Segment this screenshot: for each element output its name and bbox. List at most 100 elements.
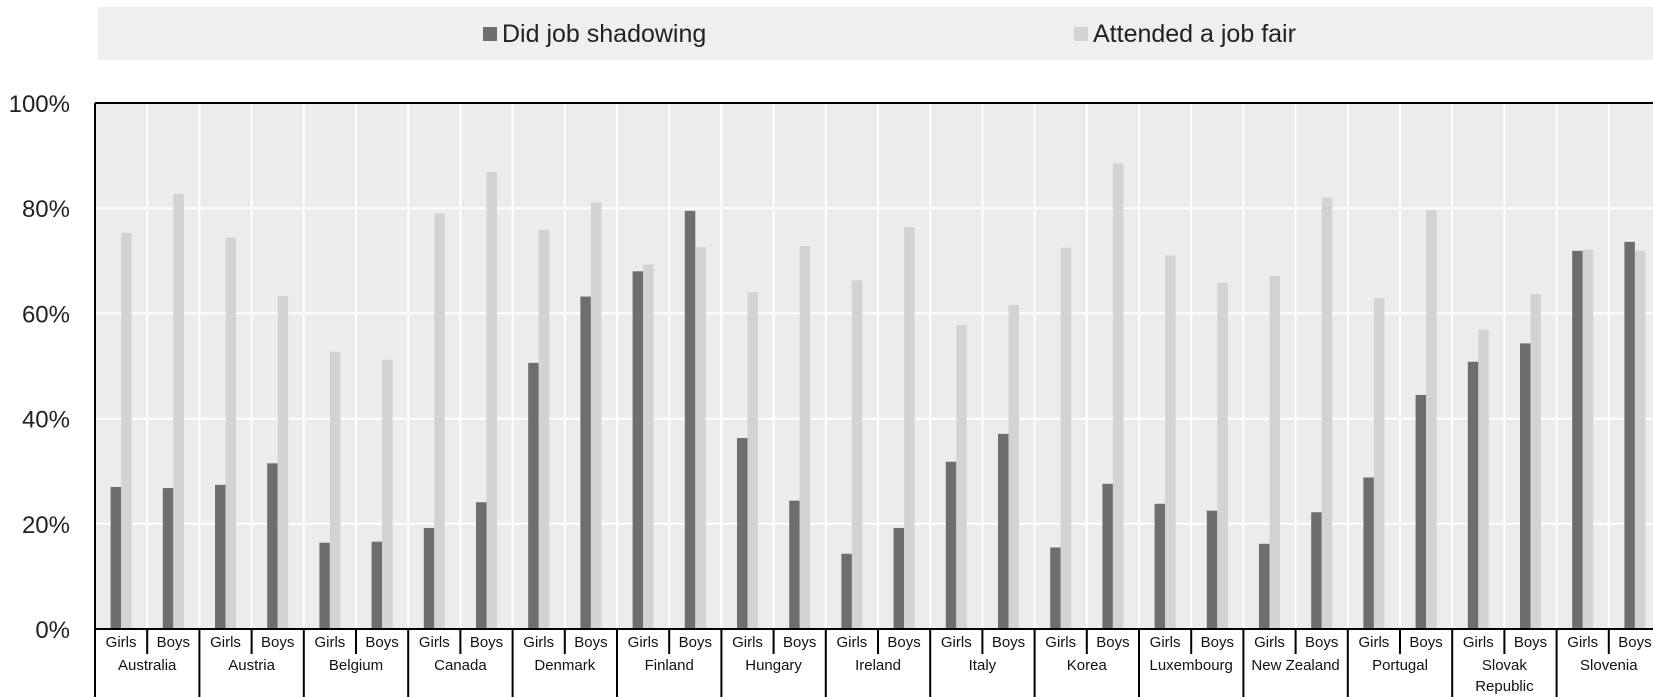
country-label: Portugal <box>1372 657 1428 674</box>
country-label: Republic <box>1475 678 1534 695</box>
country-label: Korea <box>1067 657 1108 674</box>
bar-fair-italy-boys <box>1008 304 1019 629</box>
bar-shadowing-belgium-boys <box>371 541 383 629</box>
gender-label: Boys <box>992 634 1025 651</box>
gender-label: Girls <box>419 634 450 651</box>
bar-shadowing-ireland-girls <box>841 553 852 629</box>
gender-label: Boys <box>470 634 503 651</box>
y-tick-label: 40% <box>22 407 70 434</box>
gender-label: Boys <box>679 634 712 651</box>
gender-label: Boys <box>1409 634 1442 651</box>
bar-shadowing-luxembourg-boys <box>1206 510 1218 629</box>
country-label: Italy <box>969 657 997 674</box>
gender-label: Boys <box>1201 634 1234 651</box>
bar-fair-denmark-boys <box>590 202 602 629</box>
gender-label: Girls <box>1358 634 1389 651</box>
bar-shadowing-portugal-boys <box>1415 394 1427 629</box>
y-tick-label: 100% <box>9 91 70 118</box>
bar-shadowing-new-zealand-girls <box>1259 543 1270 629</box>
bar-shadowing-slovak-republic-girls <box>1467 361 1479 629</box>
gender-label: Girls <box>1567 634 1598 651</box>
gender-label: Girls <box>941 634 972 651</box>
gender-label: Girls <box>628 634 659 651</box>
bar-fair-australia-girls <box>121 232 132 629</box>
legend-label-shadowing: Did job shadowing <box>502 19 707 48</box>
gender-label: Girls <box>106 634 137 651</box>
bar-fair-korea-girls <box>1060 247 1072 629</box>
bar-fair-australia-boys <box>173 193 184 630</box>
gender-label: Girls <box>1463 634 1494 651</box>
gender-label: Girls <box>1254 634 1285 651</box>
y-tick-label: 60% <box>22 301 70 328</box>
country-label: Luxembourg <box>1150 657 1233 674</box>
country-label: Canada <box>434 657 487 674</box>
y-tick-label: 0% <box>35 617 70 644</box>
bar-shadowing-finland-girls <box>632 271 644 629</box>
bar-fair-belgium-girls <box>329 351 341 629</box>
bar-fair-ireland-girls <box>851 280 863 629</box>
gender-label: Boys <box>783 634 816 651</box>
bar-shadowing-hungary-boys <box>789 500 800 629</box>
bar-fair-canada-girls <box>434 213 445 629</box>
country-label: Slovenia <box>1580 657 1638 674</box>
bar-fair-new-zealand-girls <box>1269 276 1280 629</box>
legend: Did job shadowing Attended a job fair <box>98 7 1653 60</box>
bar-fair-new-zealand-boys <box>1321 197 1333 629</box>
gender-label: Boys <box>157 634 190 651</box>
bar-fair-finland-girls <box>643 264 654 629</box>
bar-shadowing-korea-girls <box>1050 547 1061 629</box>
bar-shadowing-hungary-girls <box>737 438 748 629</box>
legend-label-fair: Attended a job fair <box>1093 19 1296 48</box>
bar-fair-slovenia-girls <box>1582 249 1594 629</box>
gender-label: Girls <box>210 634 241 651</box>
country-label: Finland <box>645 657 694 674</box>
bar-shadowing-austria-boys <box>267 463 278 629</box>
legend-item-fair: Attended a job fair <box>1074 20 1296 48</box>
country-label: Australia <box>118 657 177 674</box>
gender-label: Girls <box>1045 634 1076 651</box>
bar-fair-hungary-girls <box>747 292 758 629</box>
bar-fair-canada-boys <box>486 171 497 629</box>
legend-item-shadowing: Did job shadowing <box>483 20 706 48</box>
bar-shadowing-belgium-girls <box>319 542 330 629</box>
bar-shadowing-slovenia-girls <box>1572 250 1583 629</box>
gender-label: Boys <box>1305 634 1338 651</box>
bar-fair-finland-boys <box>695 247 706 629</box>
gender-label: Boys <box>261 634 294 651</box>
gender-label: Girls <box>523 634 554 651</box>
bar-shadowing-italy-girls <box>945 461 957 629</box>
gender-label: Girls <box>1150 634 1181 651</box>
bar-shadowing-slovenia-boys <box>1624 241 1635 629</box>
bar-fair-korea-boys <box>1112 163 1124 630</box>
bar-fair-portugal-girls <box>1373 298 1385 629</box>
country-label: Belgium <box>329 657 383 674</box>
legend-swatch-fair <box>1074 27 1088 41</box>
bar-fair-slovenia-boys <box>1634 250 1646 629</box>
bar-shadowing-denmark-girls <box>528 362 539 629</box>
bar-fair-austria-girls <box>225 237 236 629</box>
bar-shadowing-ireland-boys <box>893 528 905 629</box>
bar-shadowing-new-zealand-boys <box>1311 512 1322 629</box>
gender-label: Boys <box>1514 634 1547 651</box>
bar-fair-ireland-boys <box>904 227 915 630</box>
country-label: Hungary <box>745 657 802 674</box>
bar-fair-luxembourg-girls <box>1165 255 1176 630</box>
gender-label: Boys <box>1618 634 1651 651</box>
country-label: Austria <box>228 657 275 674</box>
bar-shadowing-austria-girls <box>215 484 226 629</box>
bar-fair-denmark-girls <box>538 229 550 630</box>
y-tick-label: 20% <box>22 512 70 539</box>
country-label: Slovak <box>1482 657 1528 674</box>
gender-label: Girls <box>836 634 867 651</box>
bar-shadowing-finland-boys <box>684 210 696 629</box>
gender-label: Boys <box>1096 634 1129 651</box>
gender-label: Boys <box>887 634 920 651</box>
country-label: Ireland <box>855 657 901 674</box>
plot-area <box>95 103 1653 629</box>
bar-fair-belgium-boys <box>382 359 393 629</box>
country-label: New Zealand <box>1251 657 1339 674</box>
bar-shadowing-italy-boys <box>998 433 1009 629</box>
bar-shadowing-portugal-girls <box>1363 477 1374 629</box>
bar-fair-italy-girls <box>956 324 967 629</box>
gender-label: Girls <box>732 634 763 651</box>
